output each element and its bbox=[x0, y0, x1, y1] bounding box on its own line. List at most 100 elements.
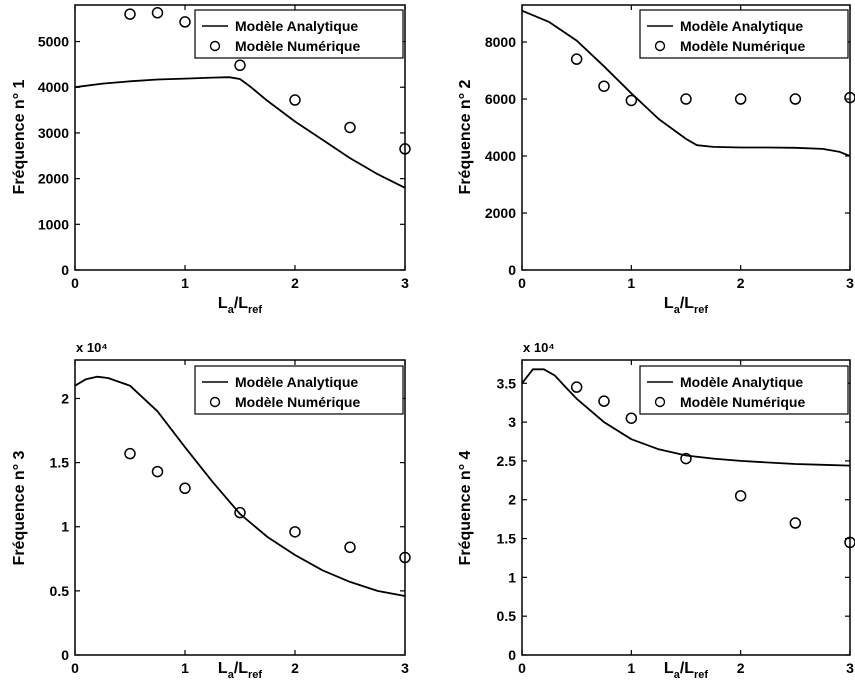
series-line-analytique bbox=[521, 9, 851, 157]
legend: Modèle Analytique Modèle Numérique bbox=[194, 365, 404, 415]
y-tick-label: 1 bbox=[508, 569, 516, 585]
y-tick-label: 1.5 bbox=[50, 455, 70, 471]
panel-4: 0 1 2 3 0 0.5 1 1.5 2 2.5 3 3.5 x 10⁴ Fréquence n° … bbox=[457, 340, 855, 681]
y-tick-label: 1000 bbox=[38, 216, 69, 232]
legend-label-analytique: Modèle Analytique bbox=[235, 18, 358, 34]
x-axis-label: La/Lref bbox=[664, 295, 709, 316]
panel-2: 0 1 2 3 0 2000 4000 6000 8000 Fréquence n° 2 La/… bbox=[457, 4, 855, 316]
y-tick-label: 2.5 bbox=[497, 453, 517, 469]
x-tick-label: 1 bbox=[181, 660, 189, 676]
legend-label-analytique: Modèle Analytique bbox=[235, 374, 358, 390]
legend-box bbox=[194, 9, 404, 59]
data-point-numerique bbox=[844, 536, 855, 549]
legend-label-analytique: Modèle Analytique bbox=[680, 18, 803, 34]
x-tick-label: 3 bbox=[401, 275, 409, 291]
data-point-numerique bbox=[789, 517, 802, 529]
y-tick-label: 3.5 bbox=[497, 375, 517, 391]
data-point-numerique bbox=[570, 381, 583, 393]
legend-label-analytique: Modèle Analytique bbox=[680, 374, 803, 390]
legend-box bbox=[194, 365, 404, 415]
x-tick-label: 1 bbox=[627, 660, 635, 676]
data-point-numerique bbox=[179, 482, 191, 495]
x-axis-label: La/Lref bbox=[218, 295, 263, 316]
data-point-numerique bbox=[844, 91, 855, 104]
x-tick-label: 3 bbox=[846, 275, 854, 291]
legend: Modèle Analytique Modèle Numérique bbox=[639, 9, 849, 59]
x-tick-label: 3 bbox=[846, 660, 854, 676]
y-tick-label: 0 bbox=[508, 647, 516, 663]
y-tick-label: 4000 bbox=[485, 148, 516, 164]
y-tick-label: 2000 bbox=[485, 205, 516, 221]
y-tick-label: 4000 bbox=[38, 79, 69, 95]
legend-label-numerique: Modèle Numérique bbox=[680, 394, 805, 410]
series-line-analytique bbox=[521, 368, 851, 467]
data-point-numerique bbox=[399, 143, 411, 155]
legend: Modèle Analytique Modèle Numérique bbox=[194, 9, 404, 59]
data-point-numerique bbox=[789, 93, 802, 105]
x-axis-label: La/Lref bbox=[664, 660, 709, 681]
y-tick-label: 2000 bbox=[38, 171, 69, 187]
y-axis-label: Fréquence n° 3 bbox=[11, 450, 28, 565]
data-point-numerique bbox=[289, 94, 301, 106]
data-point-numerique bbox=[598, 395, 610, 407]
y-axis-label: Fréquence n° 2 bbox=[457, 79, 474, 194]
y-tick-label: 0.5 bbox=[497, 608, 517, 624]
y-axis-label: Fréquence n° 1 bbox=[11, 79, 28, 194]
legend-marker-swatch bbox=[654, 396, 666, 408]
data-point-numerique bbox=[399, 551, 411, 564]
y-axis-label: Fréquence n° 4 bbox=[457, 450, 474, 565]
x-tick-label: 0 bbox=[71, 275, 79, 291]
axis-exponent: x 10⁴ bbox=[76, 340, 108, 355]
legend-marker-swatch bbox=[209, 396, 221, 408]
y-tick-label: 3000 bbox=[38, 125, 69, 141]
x-tick-label: 2 bbox=[737, 660, 745, 676]
data-point-numerique bbox=[734, 490, 747, 502]
legend: Modèle Analytique Modèle Numérique bbox=[639, 365, 849, 415]
data-point-numerique bbox=[734, 93, 747, 105]
y-tick-label: 1 bbox=[61, 519, 69, 535]
data-point-numerique bbox=[179, 16, 191, 28]
x-tick-label: 2 bbox=[291, 275, 299, 291]
legend-marker-swatch bbox=[654, 40, 666, 52]
y-tick-label: 2 bbox=[508, 492, 516, 508]
y-tick-label: 1.5 bbox=[497, 531, 517, 547]
panel-3: 0 1 2 3 0 0.5 1 1.5 2 x 10⁴ Fréquence n° 3 La/Lr… bbox=[11, 340, 411, 681]
y-tick-label: 2 bbox=[61, 390, 69, 406]
data-point-numerique bbox=[124, 447, 136, 460]
data-point-numerique bbox=[151, 7, 164, 19]
y-tick-label: 6000 bbox=[485, 91, 516, 107]
y-tick-label: 0 bbox=[508, 262, 516, 278]
series-line-analytique bbox=[74, 375, 406, 597]
data-point-numerique bbox=[289, 526, 301, 538]
y-tick-label: 0 bbox=[61, 647, 69, 663]
x-tick-label: 1 bbox=[181, 275, 189, 291]
y-tick-label: 5000 bbox=[38, 34, 69, 50]
legend-box bbox=[639, 9, 849, 59]
data-point-numerique bbox=[625, 412, 638, 424]
legend-marker-swatch bbox=[209, 40, 221, 52]
y-tick-label: 8000 bbox=[485, 34, 516, 50]
legend-label-numerique: Modèle Numérique bbox=[235, 38, 360, 54]
x-tick-label: 2 bbox=[291, 660, 299, 676]
data-point-numerique bbox=[680, 452, 692, 465]
data-point-numerique bbox=[124, 8, 136, 20]
x-tick-label: 0 bbox=[518, 660, 526, 676]
x-tick-label: 0 bbox=[518, 275, 526, 291]
y-tick-label: 0 bbox=[61, 262, 69, 278]
data-point-numerique bbox=[344, 121, 356, 134]
y-tick-label: 0.5 bbox=[50, 583, 70, 599]
data-point-numerique bbox=[680, 93, 692, 105]
data-point-numerique bbox=[570, 53, 583, 65]
legend-label-numerique: Modèle Numérique bbox=[680, 38, 805, 54]
x-tick-label: 0 bbox=[71, 660, 79, 676]
data-point-numerique bbox=[344, 541, 356, 554]
y-tick-label: 3 bbox=[508, 414, 516, 430]
series-line-analytique bbox=[74, 76, 406, 189]
legend-box bbox=[639, 365, 849, 415]
data-point-numerique bbox=[234, 506, 246, 519]
data-point-numerique bbox=[625, 94, 638, 107]
data-point-numerique bbox=[151, 465, 164, 478]
x-tick-label: 2 bbox=[737, 275, 745, 291]
data-point-numerique bbox=[234, 59, 246, 72]
